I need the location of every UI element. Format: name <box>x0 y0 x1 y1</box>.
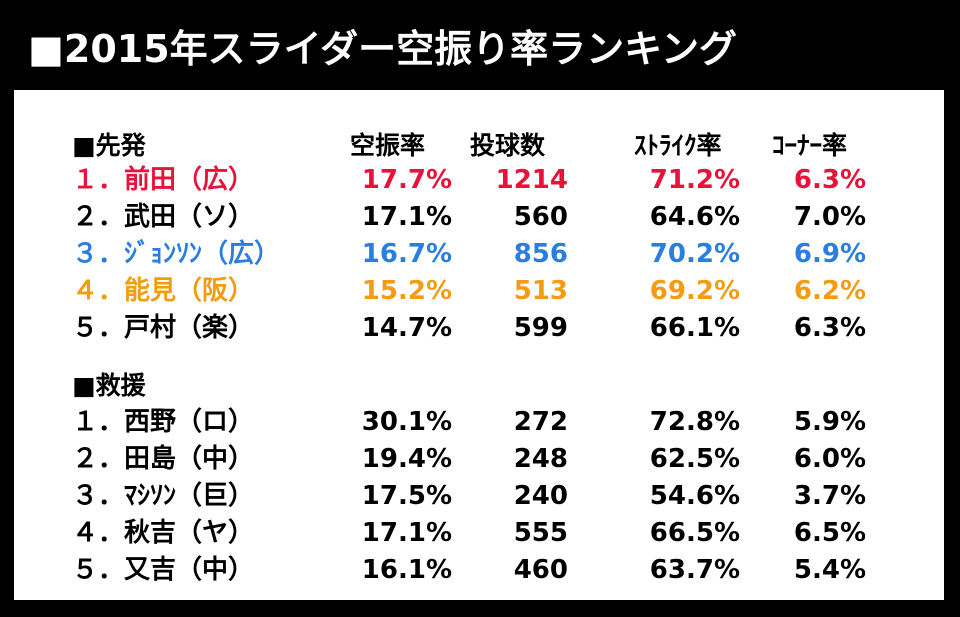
whiff-rate: 17.1% <box>361 518 452 548</box>
corner-rate: 5.9% <box>793 407 866 437</box>
pitch-count: 555 <box>513 518 568 548</box>
relievers-header-row: ■救援 <box>14 368 944 404</box>
reliever-row: １．西野（ロ） 30.1% 272 72.8% 5.9% <box>14 404 944 440</box>
corner-rate: 6.3% <box>793 313 866 343</box>
pitch-count: 460 <box>513 555 568 585</box>
column-header-pitches: 投球数 <box>470 131 546 160</box>
corner-rate: 6.2% <box>793 276 866 306</box>
corner-rate: 6.3% <box>793 165 866 195</box>
corner-rate: 5.4% <box>793 555 866 585</box>
corner-rate: 6.9% <box>793 239 866 269</box>
whiff-rate: 17.7% <box>361 165 452 195</box>
corner-rate: 6.5% <box>793 518 866 548</box>
player-name: １．西野（ロ） <box>72 407 255 437</box>
relievers-heading: ■救援 <box>72 371 146 400</box>
whiff-rate: 17.1% <box>361 202 452 232</box>
strike-rate: 66.1% <box>649 313 740 343</box>
strike-rate: 54.6% <box>649 481 740 511</box>
starter-row: ３．ｼﾞｮﾝｿﾝ（広） 16.7% 856 70.2% 6.9% <box>14 236 944 272</box>
strike-rate: 70.2% <box>649 239 740 269</box>
reliever-row: ３．ﾏｼｿﾝ（巨） 17.5% 240 54.6% 3.7% <box>14 478 944 514</box>
column-header-rate: 空振率 <box>350 131 426 160</box>
player-name: ３．ｼﾞｮﾝｿﾝ（広） <box>72 239 281 269</box>
whiff-rate: 15.2% <box>361 276 452 306</box>
player-name: ２．田島（中） <box>72 444 255 474</box>
whiff-rate: 19.4% <box>361 444 452 474</box>
strike-rate: 72.8% <box>649 407 740 437</box>
corner-rate: 7.0% <box>793 202 866 232</box>
player-name: ５．又吉（中） <box>72 555 255 585</box>
corner-rate: 3.7% <box>793 481 866 511</box>
pitch-count: 1214 <box>495 165 568 195</box>
player-name: ４．能見（阪） <box>72 276 255 306</box>
whiff-rate: 16.1% <box>361 555 452 585</box>
whiff-rate: 14.7% <box>361 313 452 343</box>
pitch-count: 560 <box>513 202 568 232</box>
starters-header-row: ■先発 空振率 投球数 ｽﾄﾗｲｸ率 ｺｰﾅｰ率 <box>14 128 944 164</box>
page-title: ■2015年スライダー空振り率ランキング <box>28 26 738 71</box>
pitch-count: 240 <box>513 481 568 511</box>
strike-rate: 62.5% <box>649 444 740 474</box>
starter-row: １．前田（広） 17.7% 1214 71.2% 6.3% <box>14 162 944 198</box>
whiff-rate: 30.1% <box>361 407 452 437</box>
starter-row: ５．戸村（楽） 14.7% 599 66.1% 6.3% <box>14 310 944 346</box>
ranking-panel: ■先発 空振率 投球数 ｽﾄﾗｲｸ率 ｺｰﾅｰ率 １．前田（広） 17.7% 121… <box>14 90 944 600</box>
whiff-rate: 17.5% <box>361 481 452 511</box>
starters-heading: ■先発 <box>72 131 146 160</box>
strike-rate: 66.5% <box>649 518 740 548</box>
pitch-count: 513 <box>513 276 568 306</box>
player-name: ３．ﾏｼｿﾝ（巨） <box>72 481 255 511</box>
starter-row: ２．武田（ソ） 17.1% 560 64.6% 7.0% <box>14 199 944 235</box>
strike-rate: 71.2% <box>649 165 740 195</box>
pitch-count: 272 <box>513 407 568 437</box>
column-header-strike-rate: ｽﾄﾗｲｸ率 <box>634 131 722 160</box>
starter-row: ４．能見（阪） 15.2% 513 69.2% 6.2% <box>14 273 944 309</box>
pitch-count: 248 <box>513 444 568 474</box>
title-banner: ■2015年スライダー空振り率ランキング <box>0 0 960 90</box>
reliever-row: ４．秋吉（ヤ） 17.1% 555 66.5% 6.5% <box>14 515 944 551</box>
player-name: ４．秋吉（ヤ） <box>72 518 255 548</box>
player-name: ５．戸村（楽） <box>72 313 255 343</box>
strike-rate: 63.7% <box>649 555 740 585</box>
reliever-row: ５．又吉（中） 16.1% 460 63.7% 5.4% <box>14 552 944 588</box>
column-header-corner-rate: ｺｰﾅｰ率 <box>772 131 848 160</box>
player-name: １．前田（広） <box>72 165 255 195</box>
strike-rate: 64.6% <box>649 202 740 232</box>
reliever-row: ２．田島（中） 19.4% 248 62.5% 6.0% <box>14 441 944 477</box>
strike-rate: 69.2% <box>649 276 740 306</box>
pitch-count: 599 <box>513 313 568 343</box>
corner-rate: 6.0% <box>793 444 866 474</box>
whiff-rate: 16.7% <box>361 239 452 269</box>
pitch-count: 856 <box>513 239 568 269</box>
player-name: ２．武田（ソ） <box>72 202 255 232</box>
